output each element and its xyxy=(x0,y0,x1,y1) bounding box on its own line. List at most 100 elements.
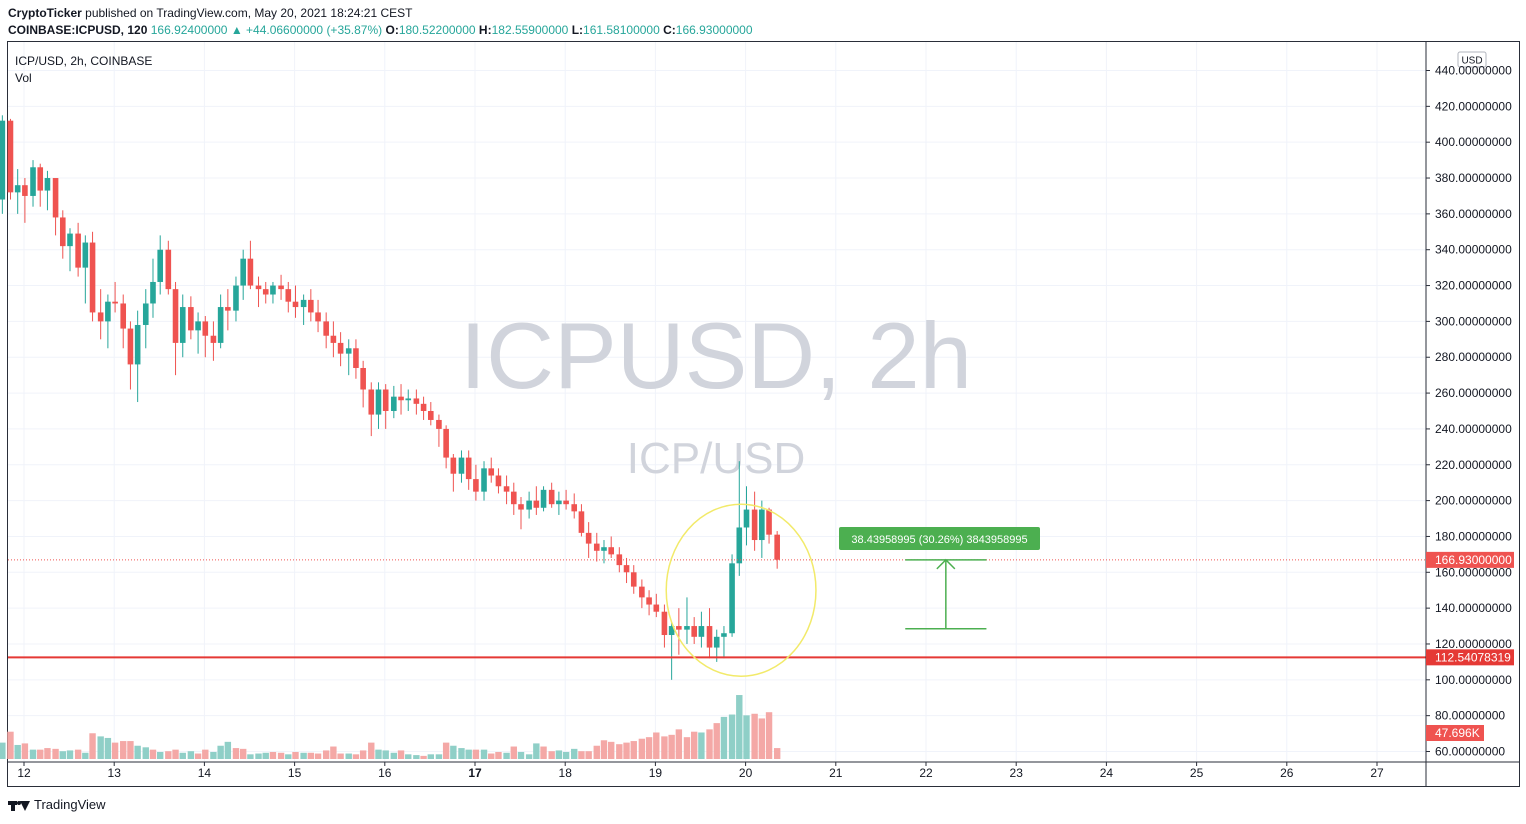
candle-body xyxy=(382,389,389,411)
high-label: H: xyxy=(478,23,492,37)
candle xyxy=(571,493,578,519)
candle-body xyxy=(630,572,637,587)
candle-body xyxy=(22,185,28,196)
candle-body xyxy=(323,321,329,336)
candle xyxy=(195,312,201,354)
open-label: O: xyxy=(385,23,399,37)
measure-label-text: 38.43958995 (30.26%) 3843958995 xyxy=(851,534,1027,546)
candle-body xyxy=(481,468,487,492)
volume-bar xyxy=(0,742,6,759)
volume-bar xyxy=(555,750,563,759)
price-tick-label: 260.00000000 xyxy=(1435,386,1512,400)
time-tick-label: 20 xyxy=(739,766,753,780)
time-tick-label: 24 xyxy=(1100,766,1114,780)
candle-body xyxy=(623,565,630,573)
price-tick-label: 280.00000000 xyxy=(1435,350,1512,364)
candle-body xyxy=(375,389,382,415)
candle xyxy=(630,565,637,594)
volume-bar xyxy=(239,748,247,759)
candle xyxy=(345,339,352,376)
volume-bar xyxy=(224,741,232,759)
candle xyxy=(458,450,465,483)
chart-frame[interactable] xyxy=(7,41,1520,787)
author-name[interactable]: CryptoTicker xyxy=(8,6,82,20)
measure-arrow-head xyxy=(936,558,956,570)
volume-bar xyxy=(375,749,382,759)
candle-body xyxy=(97,312,104,322)
price-tick-label: 120.00000000 xyxy=(1435,637,1512,651)
candle-body xyxy=(270,285,276,295)
volume-bar xyxy=(82,752,89,759)
volume-bar xyxy=(773,748,781,759)
candle-body xyxy=(52,178,59,218)
candle-body xyxy=(75,233,81,268)
time-tick-label: 13 xyxy=(108,766,122,780)
candle xyxy=(323,312,329,349)
currency-box xyxy=(1457,51,1487,68)
price-tick-label: 160.00000000 xyxy=(1435,565,1512,579)
published-text: published on TradingView.com, May 20, 20… xyxy=(85,6,413,20)
volume-bar xyxy=(111,742,119,759)
volume-bar xyxy=(202,749,209,759)
candle xyxy=(89,231,96,322)
candle-body xyxy=(585,532,592,544)
volume-bar xyxy=(142,747,149,759)
candle-body xyxy=(616,554,623,566)
volume-bar xyxy=(488,753,495,759)
candle xyxy=(375,382,382,429)
volume-bar xyxy=(743,715,750,759)
footer-brand[interactable]: TradingView xyxy=(8,797,106,812)
candle xyxy=(337,332,344,367)
time-tick-label: 19 xyxy=(649,766,663,780)
volume-bar xyxy=(706,729,713,759)
candle-body xyxy=(308,299,314,313)
price-tick-label: 80.00000000 xyxy=(1435,709,1505,723)
volume-bar xyxy=(713,723,720,759)
candle xyxy=(413,389,420,415)
candle xyxy=(52,178,59,236)
time-tick-label: 23 xyxy=(1010,766,1024,780)
high-value: 182.55900000 xyxy=(491,23,569,37)
candle-body xyxy=(684,626,690,630)
volume-bar xyxy=(300,752,307,759)
volume-bar xyxy=(37,749,44,759)
candle-body xyxy=(278,285,284,290)
volume-tag-label: 47.696K xyxy=(1435,726,1480,740)
candle xyxy=(120,294,127,349)
time-tick-label: 27 xyxy=(1370,766,1384,780)
candle xyxy=(601,540,607,564)
volume-bar xyxy=(736,695,743,759)
volume-bar xyxy=(269,751,277,759)
time-tick-label: 26 xyxy=(1280,766,1294,780)
volume-bar xyxy=(420,755,427,759)
candle xyxy=(616,547,623,573)
price-tick-label: 100.00000000 xyxy=(1435,673,1512,687)
volume-bar xyxy=(653,732,660,759)
candle-body xyxy=(210,335,217,343)
price-tick-label: 380.00000000 xyxy=(1435,171,1512,185)
price-axis: USD 60.00000000 80.00000000 100.00000000 120… xyxy=(1425,42,1514,787)
currency-label: USD xyxy=(1461,56,1482,67)
volume-bar xyxy=(187,751,195,759)
candle-body xyxy=(360,367,366,390)
candle-body xyxy=(391,396,397,411)
candle xyxy=(729,554,735,637)
candle xyxy=(443,425,449,469)
candle xyxy=(518,497,524,530)
price-tick-label: 300.00000000 xyxy=(1435,314,1512,328)
candle xyxy=(766,507,772,544)
candle-body xyxy=(428,411,434,420)
candle xyxy=(585,522,592,558)
candle xyxy=(7,118,14,200)
volume-bar xyxy=(149,749,157,759)
candle-body xyxy=(405,398,412,401)
volume-bar xyxy=(668,734,675,759)
candle-body xyxy=(601,547,607,551)
candle-body xyxy=(465,457,472,480)
candle-body xyxy=(150,281,156,304)
volume-bar xyxy=(314,753,322,759)
highlight-ellipse xyxy=(665,503,817,677)
time-tick-label: 16 xyxy=(378,766,392,780)
volume-bar xyxy=(277,752,285,759)
